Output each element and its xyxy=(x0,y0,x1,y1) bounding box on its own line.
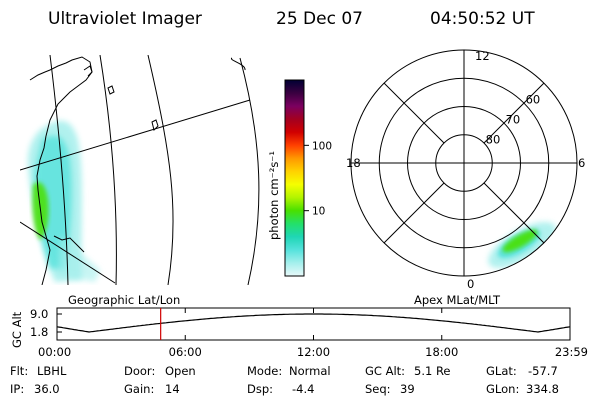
gcalt-value: 5.1 Re xyxy=(414,364,451,378)
colorbar-tick-label: 10 xyxy=(312,206,325,218)
colorbar-unit-label: photon cm⁻²s⁻¹ xyxy=(267,151,281,240)
polar-panel-caption: Apex MLat/MLT xyxy=(414,293,501,307)
mlt-label-right: 6 xyxy=(578,156,585,170)
gcalt-label: GC Alt: xyxy=(365,364,405,378)
door-value: Open xyxy=(165,364,196,378)
lat-label: 70 xyxy=(506,112,521,126)
status-footer: Flt: LBHL IP: 36.0 Door: Open Gain: 14 M… xyxy=(10,364,559,396)
glat-label: GLat: xyxy=(486,364,517,378)
map-grid xyxy=(20,55,260,285)
colorbar-ticks: 100 10 xyxy=(304,140,332,218)
timeline-xtick-label: 00:00 xyxy=(38,345,71,359)
aurora-emission-geographic xyxy=(27,120,100,283)
date-label: 25 Dec 07 xyxy=(276,9,363,29)
flt-label: Flt: xyxy=(10,364,28,378)
colorbar-scale xyxy=(284,79,305,277)
coastline xyxy=(29,56,159,285)
timeline-xtick-label: 23:59 xyxy=(555,345,588,359)
polar-grid xyxy=(350,49,578,277)
timeline-ylabel: GC Alt xyxy=(10,311,24,348)
polar-meridian xyxy=(383,182,445,244)
timeline-xticks: 00:00 06:00 12:00 18:00 23:59 xyxy=(38,308,588,359)
mode-value: Normal xyxy=(289,364,331,378)
mode-label: Mode: xyxy=(247,364,282,378)
timeline-xtick-label: 12:00 xyxy=(297,345,330,359)
timeline-ytick-high: 9.0 xyxy=(30,307,48,321)
glat-value: -57.7 xyxy=(528,364,558,378)
door-label: Door: xyxy=(124,364,155,378)
flt-value: LBHL xyxy=(37,364,67,378)
timeline-ytick-low: 1.8 xyxy=(30,325,48,339)
glon-label: GLon: xyxy=(486,382,519,396)
ip-label: IP: xyxy=(10,382,24,396)
glon-value: 334.8 xyxy=(526,382,559,396)
timeline-xtick-label: 06:00 xyxy=(169,345,202,359)
dsp-label: Dsp: xyxy=(247,382,273,396)
altitude-timeline: GC Alt 9.0 1.8 00:00 06:00 12:00 18:00 23:59 xyxy=(10,307,588,359)
left-panel-caption: Geographic Lat/Lon xyxy=(68,293,180,307)
dsp-value: -4.4 xyxy=(292,382,314,396)
polar-meridian xyxy=(383,82,445,144)
lat-labels: 60 70 80 xyxy=(486,92,541,146)
polar-meridian xyxy=(483,182,545,244)
mlt-label-bottom: 0 xyxy=(467,277,474,291)
lat-label: 80 xyxy=(486,132,501,146)
gain-value: 14 xyxy=(165,382,180,396)
time-label: 04:50:52 UT xyxy=(430,9,535,29)
mlt-label-top: 12 xyxy=(475,49,490,63)
aurora-emission-polar xyxy=(488,221,556,269)
ip-value: 36.0 xyxy=(34,382,60,396)
polar-meridian xyxy=(483,82,545,144)
polar-plot: 12 6 0 18 60 70 80 xyxy=(346,49,585,291)
timeline-xtick-label: 18:00 xyxy=(425,345,458,359)
geographic-map xyxy=(20,55,260,285)
altitude-curve xyxy=(56,313,571,333)
mlt-label-left: 18 xyxy=(346,156,361,170)
colorbar: 100 10 photon cm⁻²s⁻¹ xyxy=(267,79,332,277)
seq-value: 39 xyxy=(400,382,415,396)
lat-label: 60 xyxy=(526,92,541,106)
instrument-title: Ultraviolet Imager xyxy=(48,9,202,29)
colorbar-tick-label: 100 xyxy=(312,140,332,152)
gain-label: Gain: xyxy=(124,382,154,396)
seq-label: Seq: xyxy=(365,382,391,396)
